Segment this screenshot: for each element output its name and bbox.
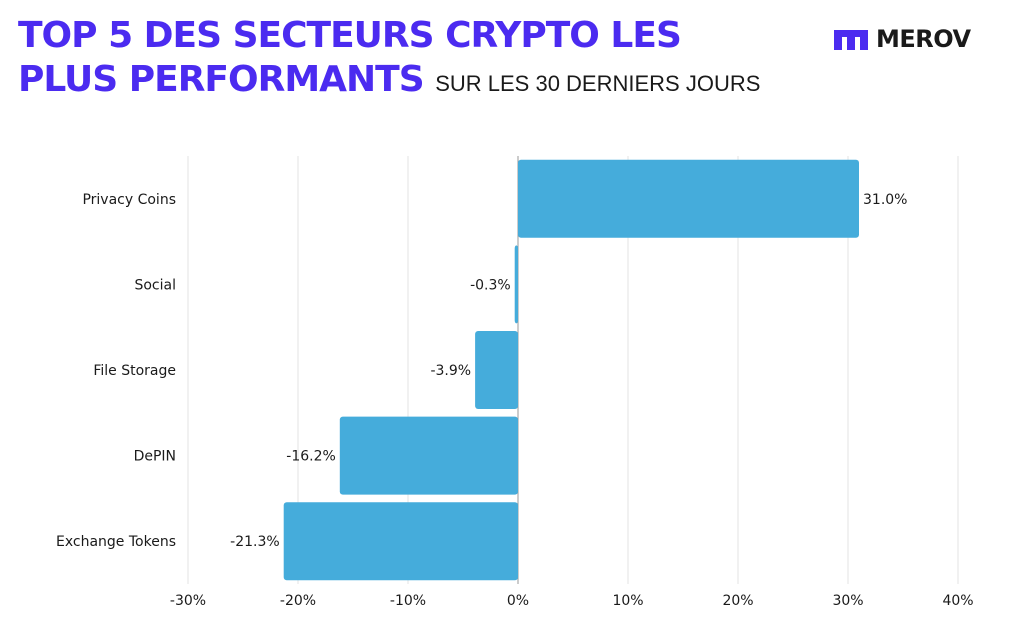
data-label: -16.2%: [286, 449, 336, 465]
brand-name: MEROV: [876, 25, 971, 53]
x-tick-label: -20%: [280, 593, 316, 609]
bar: [514, 245, 518, 324]
data-label: -21.3%: [230, 534, 280, 550]
bar: [339, 416, 518, 495]
data-label: -0.3%: [470, 277, 511, 293]
x-tick-label: 40%: [942, 593, 973, 609]
category-label: DePIN: [134, 449, 176, 465]
x-tick-label: 10%: [612, 593, 643, 609]
x-tick-label: 0%: [507, 593, 529, 609]
title-line-2-text: PLUS PERFORMANTS: [18, 59, 425, 100]
category-label: Exchange Tokens: [56, 534, 176, 550]
merov-m-icon: [834, 30, 868, 50]
brand-logo: MEROV: [832, 25, 971, 53]
bar: [518, 159, 859, 238]
bar: [283, 502, 518, 581]
title-line-2: PLUS PERFORMANTS SUR LES 30 DERNIERS JOU…: [18, 58, 760, 106]
chart-title: TOP 5 DES SECTEURS CRYPTO LES PLUS PERFO…: [18, 14, 760, 106]
data-label: 31.0%: [863, 192, 907, 208]
bar: [475, 331, 518, 409]
title-line-1: TOP 5 DES SECTEURS CRYPTO LES: [18, 15, 682, 56]
data-label: -3.9%: [430, 363, 471, 379]
x-tick-label: -30%: [170, 593, 206, 609]
category-label: File Storage: [93, 363, 176, 379]
chart-subtitle: SUR LES 30 DERNIERS JOURS: [435, 71, 761, 96]
x-tick-label: -10%: [390, 593, 426, 609]
x-tick-label: 30%: [832, 593, 863, 609]
category-label: Social: [134, 277, 176, 293]
x-tick-label: 20%: [722, 593, 753, 609]
category-label: Privacy Coins: [82, 192, 176, 208]
